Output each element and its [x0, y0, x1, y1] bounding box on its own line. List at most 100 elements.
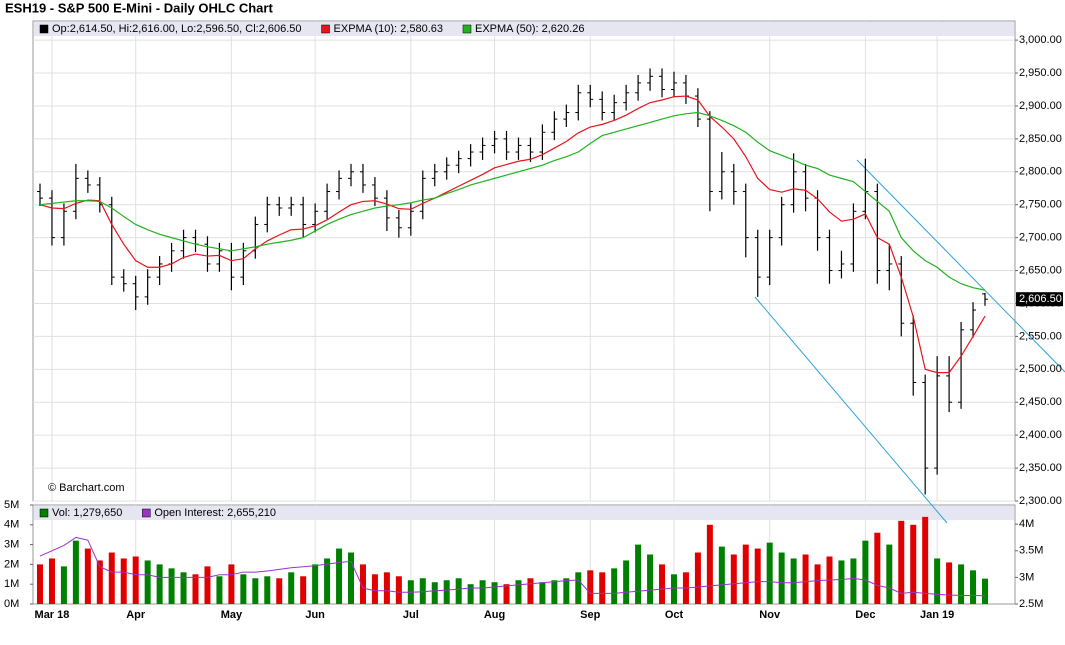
volume-bar	[563, 578, 570, 604]
y2-tick-label: 3M	[1019, 571, 1034, 583]
x-tick-label: Dec	[855, 609, 875, 621]
x-tick-label: Mar 18	[35, 609, 70, 621]
volume-bar	[575, 572, 582, 604]
volume-bar	[491, 582, 498, 604]
volume-legend-bar	[34, 506, 1014, 520]
volume-bar	[503, 584, 510, 604]
volume-bar	[647, 554, 654, 604]
ema-line	[39, 95, 986, 374]
volume-bar	[527, 578, 534, 604]
legend-swatch	[321, 24, 330, 34]
volume-bar	[551, 580, 558, 604]
open-interest-line	[39, 536, 986, 597]
trend-line	[754, 296, 948, 524]
volume-bar	[348, 552, 355, 604]
y-tick-label: 3M	[4, 539, 19, 551]
y-tick-label: 2,700.00	[1019, 232, 1062, 244]
y2-tick-label: 4M	[1019, 518, 1034, 530]
volume-bar	[216, 576, 223, 604]
volume-bar	[120, 558, 127, 604]
volume-bar	[37, 564, 43, 604]
y-tick-label: 2,300.00	[1019, 495, 1062, 507]
y-tick-label: 0M	[4, 598, 19, 610]
y-tick-label: 2,550.00	[1019, 330, 1062, 342]
last-price-label: 2,606.50	[1019, 293, 1062, 305]
y-tick-label: 5M	[4, 499, 19, 511]
volume-bar	[168, 568, 175, 604]
ema-line	[39, 111, 986, 291]
volume-bar	[371, 574, 378, 604]
volume-bar	[443, 580, 450, 604]
legend-label: Op:2,614.50, Hi:2,616.00, Lo:2,596.50, C…	[52, 23, 302, 35]
x-tick-label: Jul	[403, 609, 419, 621]
y2-tick-label: 3.5M	[1019, 545, 1043, 557]
volume-bar	[48, 558, 55, 604]
volume-bar	[455, 578, 462, 604]
volume-bar	[240, 574, 247, 604]
y-tick-label: 2,350.00	[1019, 462, 1062, 474]
legend-label: Vol: 1,279,650	[52, 507, 122, 519]
volume-bar	[108, 552, 115, 604]
volume-bar	[946, 562, 953, 604]
volume-bar	[60, 566, 67, 604]
volume-bar	[958, 564, 965, 604]
volume-bar	[910, 524, 917, 604]
volume-bar	[694, 552, 701, 604]
volume-bar	[970, 570, 977, 604]
volume-bar	[850, 558, 857, 604]
y-tick-label: 2,950.00	[1019, 67, 1062, 79]
x-tick-label: Nov	[759, 609, 781, 621]
volume-bar	[467, 584, 474, 604]
volume-bar	[790, 558, 797, 604]
x-tick-label: Oct	[665, 609, 684, 621]
volume-bar	[934, 558, 941, 604]
legend-swatch	[462, 24, 472, 34]
volume-bar	[539, 582, 546, 604]
volume-bar	[72, 540, 79, 604]
y-tick-label: 4M	[4, 519, 19, 531]
price-panel	[32, 20, 1016, 502]
legend-label: EXPMA (50): 2,620.26	[475, 23, 584, 35]
volume-bar	[156, 564, 163, 604]
volume-bar	[874, 532, 881, 604]
volume-bar	[718, 546, 725, 604]
y-tick-label: 2,500.00	[1019, 363, 1062, 375]
legend-label: EXPMA (10): 2,580.63	[334, 23, 443, 35]
volume-bar	[587, 570, 594, 604]
y-tick-label: 2,900.00	[1019, 100, 1062, 112]
volume-bar	[742, 544, 749, 604]
chart-title: ESH19 - S&P 500 E-Mini - Daily OHLC Char…	[5, 0, 273, 15]
volume-bar	[898, 520, 905, 604]
volume-bar	[359, 564, 366, 604]
volume-bar	[431, 582, 438, 604]
x-tick-label: Aug	[484, 609, 505, 621]
x-tick-label: Apr	[126, 609, 146, 621]
y-tick-label: 2,400.00	[1019, 429, 1062, 441]
volume-bar	[288, 572, 295, 604]
volume-bar	[706, 524, 713, 604]
volume-bar	[635, 544, 642, 604]
volume-bar	[479, 580, 486, 604]
volume-bar	[252, 578, 259, 604]
legend-swatch	[142, 508, 151, 518]
y-tick-label: 2,750.00	[1019, 199, 1062, 211]
y-tick-label: 2,850.00	[1019, 133, 1062, 145]
y-tick-label: 2,450.00	[1019, 396, 1062, 408]
legend-label: Open Interest: 2,655,210	[154, 507, 276, 519]
volume-bar	[324, 558, 331, 604]
volume-bar	[814, 564, 821, 604]
watermark: © Barchart.com	[48, 482, 125, 494]
volume-bar	[144, 560, 151, 604]
y-tick-label: 2,800.00	[1019, 166, 1062, 178]
volume-bar	[264, 576, 271, 604]
x-tick-label: Jan 19	[920, 609, 954, 621]
volume-bar	[383, 572, 390, 604]
volume-bar	[778, 552, 785, 604]
x-tick-label: May	[221, 609, 243, 621]
volume-bar	[599, 572, 606, 604]
y2-tick-label: 2.5M	[1019, 598, 1043, 610]
volume-bar	[623, 560, 630, 604]
legend-swatch	[39, 508, 49, 518]
volume-bar	[84, 548, 91, 604]
volume-bar	[192, 574, 199, 604]
